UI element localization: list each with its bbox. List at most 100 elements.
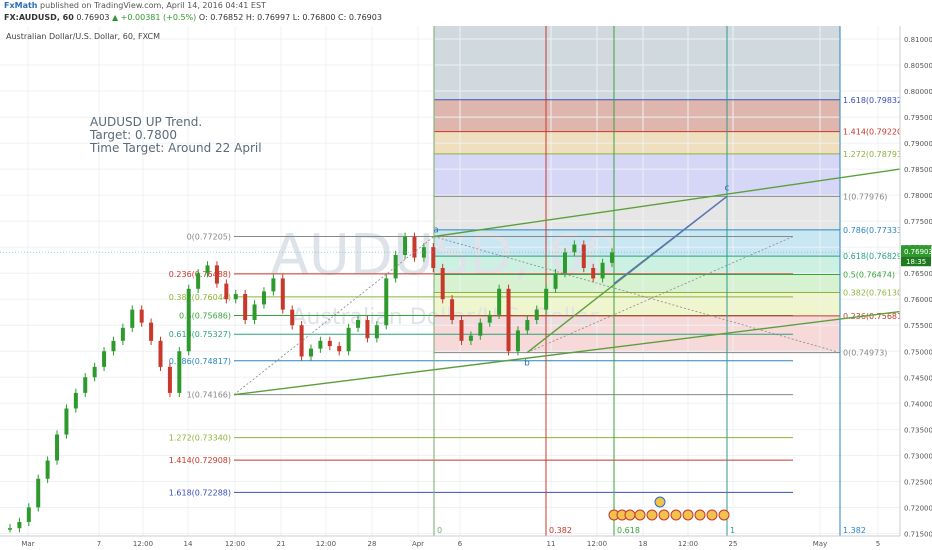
candle-body-11 xyxy=(111,340,116,352)
event-flag-icon-10 xyxy=(718,509,730,521)
fib-retr-label-9: 1.618(0.72288) xyxy=(169,488,231,497)
y-tick-6: 0.78000 xyxy=(904,192,932,200)
last-price: 0.76903 xyxy=(76,13,110,22)
annotation-line-2: Time Target: Around 22 April xyxy=(89,141,262,155)
author-link[interactable]: FxMath xyxy=(4,1,38,10)
candle-body-20 xyxy=(196,273,201,289)
candle-body-29 xyxy=(280,278,285,310)
publish-info: published on TradingView.com, April 14, … xyxy=(37,1,266,10)
y-tick-14: 0.74000 xyxy=(904,400,932,408)
candle-body-9 xyxy=(92,366,97,378)
x-tick-12: 18 xyxy=(639,540,648,548)
fib-ext-trend-line-2 xyxy=(526,236,794,354)
x-tick-1: 7 xyxy=(97,540,101,548)
candle-body-7 xyxy=(73,392,78,409)
y-tick-1: 0.80500 xyxy=(904,62,932,70)
candle-body-22 xyxy=(214,265,219,284)
candle-body-10 xyxy=(102,351,107,367)
candle-body-38 xyxy=(365,320,370,339)
x-tick-15: May xyxy=(813,540,827,548)
time-fib-label-0: 0 xyxy=(437,526,442,535)
fib-ext-label-9: 0(0.74973) xyxy=(843,349,887,358)
fib-retr-label-6: 1(0.74166) xyxy=(187,391,231,400)
candle-body-43 xyxy=(412,236,417,258)
candle-body-61 xyxy=(581,244,586,268)
fib-ext-zone-0 xyxy=(434,26,840,100)
fib-ext-zone-4 xyxy=(434,196,840,230)
y-tick-3: 0.79500 xyxy=(904,114,932,122)
candle-body-24 xyxy=(233,294,238,300)
candle-body-32 xyxy=(309,348,313,357)
upper-channel-line xyxy=(433,168,901,238)
candle-body-59 xyxy=(562,252,567,274)
wave-label-b: b xyxy=(524,359,530,369)
event-flag-icon-6 xyxy=(670,509,682,521)
candle-body-21 xyxy=(205,265,210,274)
y-tick-0: 0.81000 xyxy=(904,36,932,44)
candle-body-47 xyxy=(450,299,455,321)
fib-retr-label-8: 1.414(0.72908) xyxy=(169,456,231,465)
candle-body-42 xyxy=(403,236,408,255)
candle-body-30 xyxy=(290,309,295,326)
candle-body-17 xyxy=(167,366,172,393)
up-arrow-icon: ▲ xyxy=(111,13,119,22)
candle-body-13 xyxy=(130,309,135,328)
candle-body-58 xyxy=(553,273,558,289)
event-flag-icon-8 xyxy=(694,509,706,521)
lower-channel-line xyxy=(233,310,901,396)
y-tick-15: 0.73500 xyxy=(904,426,932,434)
candle-body-14 xyxy=(139,309,144,323)
candle-body-49 xyxy=(468,335,473,341)
candle-body-57 xyxy=(544,288,549,310)
countdown-tag xyxy=(901,256,931,267)
y-tick-2: 0.80000 xyxy=(904,88,932,96)
candle-body-5 xyxy=(55,434,60,461)
time-fib-label-3: 1 xyxy=(730,526,735,535)
last-price-tag xyxy=(901,245,931,257)
candle-body-26 xyxy=(252,304,257,321)
candle-body-50 xyxy=(478,322,483,336)
y-tick-9: 0.76500 xyxy=(904,270,932,278)
candle-body-19 xyxy=(186,288,191,352)
candle-body-39 xyxy=(374,325,379,339)
candle-body-52 xyxy=(497,288,502,315)
event-flag-icon-7 xyxy=(682,509,694,521)
fib-retr-label-2: 0.382(0.76044) xyxy=(169,293,231,302)
fib-retr-label-5: 0.786(0.74817) xyxy=(169,357,231,366)
candle-body-2 xyxy=(26,507,31,522)
candle-body-6 xyxy=(64,408,69,435)
candle-body-27 xyxy=(261,291,266,305)
candle-body-37 xyxy=(356,320,361,328)
event-flag-icon-9 xyxy=(706,509,718,521)
candle-body-55 xyxy=(525,320,530,331)
y-axis-panel xyxy=(900,26,932,550)
candle-body-35 xyxy=(337,346,342,352)
fib-ext-label-7: 0.382(0.76130) xyxy=(843,288,905,297)
candle-body-56 xyxy=(534,309,539,321)
fib-retr-trend-line xyxy=(233,236,435,395)
candle-body-54 xyxy=(515,330,520,352)
candle-body-12 xyxy=(120,327,125,341)
x-tick-14: 25 xyxy=(729,540,738,548)
x-tick-9: 6 xyxy=(458,540,463,548)
wave-label-a: a xyxy=(433,226,439,236)
candle-body-36 xyxy=(346,327,351,352)
y-tick-18: 0.72000 xyxy=(904,504,932,512)
candle-body-3 xyxy=(36,478,41,508)
y-tick-17: 0.72500 xyxy=(904,478,932,486)
candle-body-25 xyxy=(243,294,248,321)
candle-body-62 xyxy=(591,267,596,279)
y-tick-7: 0.77500 xyxy=(904,218,932,226)
fib-ext-zone-1 xyxy=(434,99,840,132)
fib-retr-label-3: 0.5(0.75686) xyxy=(179,312,231,321)
candle-body-51 xyxy=(487,314,492,323)
fib-ext-label-0: 1.618(0.79832) xyxy=(843,96,905,105)
time-fib-label-4: 1.382 xyxy=(843,526,866,535)
x-tick-8: Apr xyxy=(412,540,424,548)
x-tick-10: 11 xyxy=(547,540,556,548)
candle-body-63 xyxy=(600,262,605,279)
candle-body-41 xyxy=(393,254,398,279)
candle-body-45 xyxy=(431,247,436,268)
y-tick-10: 0.76000 xyxy=(904,296,932,304)
